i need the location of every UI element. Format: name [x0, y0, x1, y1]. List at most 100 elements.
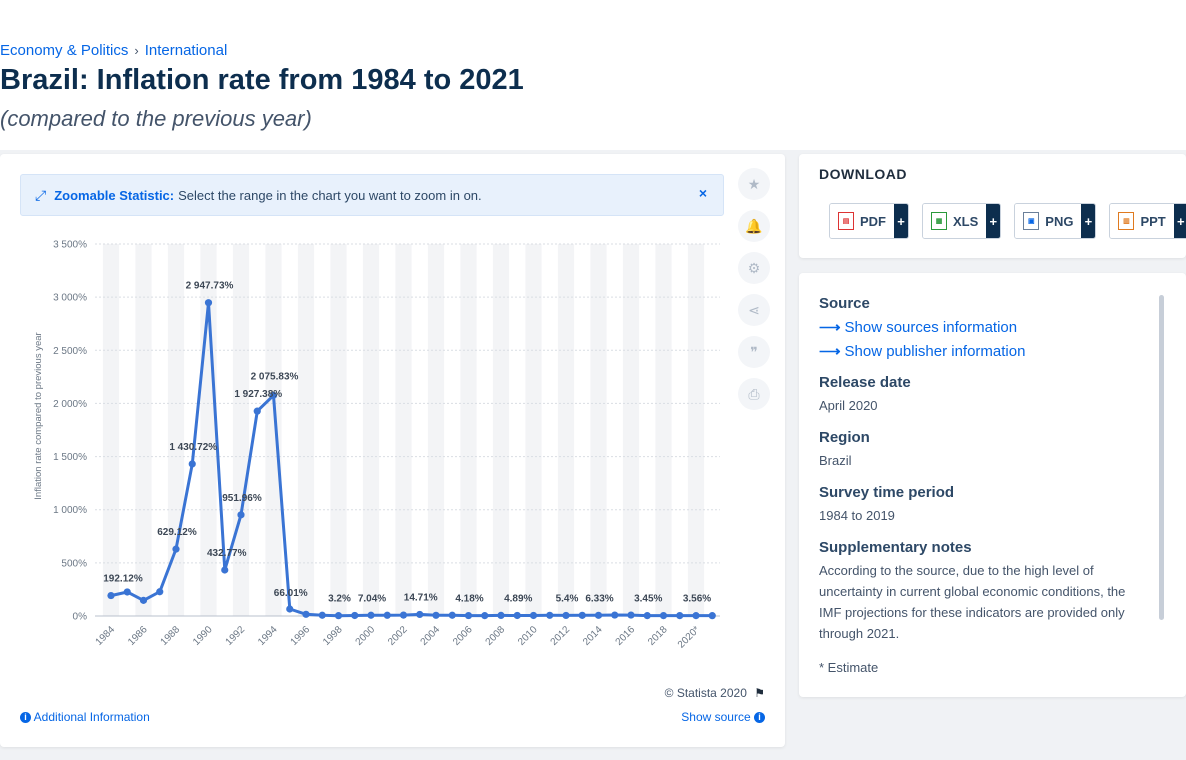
copyright-notice: © Statista 2020 ⚑ [665, 686, 765, 700]
x-tick-label: 2000 [354, 624, 378, 648]
release-date-title: Release date [819, 374, 1149, 391]
data-point [221, 566, 228, 573]
data-label: 7.04% [358, 593, 386, 604]
data-point [481, 612, 488, 619]
download-xls-button[interactable]: ▦ XLS + [922, 203, 1001, 239]
data-point [514, 612, 521, 619]
data-point [497, 612, 504, 619]
data-point [627, 611, 634, 618]
x-tick-label: 2020* [676, 624, 702, 650]
data-label: 192.12% [103, 574, 143, 585]
details-scroll-area[interactable]: Source ⟶ Show sources information ⟶ Show p… [819, 295, 1149, 680]
pdf-icon: ▤ [838, 212, 854, 230]
arrow-right-icon: ⟶ [819, 343, 841, 360]
download-ppt-button[interactable]: ▥ PPT + [1109, 203, 1186, 239]
show-source-link[interactable]: Show source i [681, 710, 765, 724]
arrow-right-icon: ⟶ [819, 319, 841, 336]
data-label: 432.77% [207, 548, 247, 559]
favorite-button[interactable]: ★ [738, 168, 770, 200]
plot-band [525, 244, 541, 616]
plot-band [590, 244, 606, 616]
data-label: 66.01% [274, 588, 308, 599]
plot-band [298, 244, 314, 616]
data-point [156, 588, 163, 595]
print-button[interactable]: ⎙ [738, 378, 770, 410]
data-point [709, 612, 716, 619]
data-label: 1 927.38% [234, 389, 282, 400]
x-tick-label: 2016 [614, 624, 638, 648]
download-pdf-button[interactable]: ▤ PDF + [829, 203, 909, 239]
plot-band [655, 244, 671, 616]
data-point [432, 612, 439, 619]
download-png-button[interactable]: ▣ PNG + [1014, 203, 1096, 239]
x-tick-label: 2004 [419, 624, 443, 648]
settings-button[interactable]: ⚙ [738, 252, 770, 284]
additional-info-label: Additional Information [34, 710, 150, 724]
region-value: Brazil [819, 450, 1149, 471]
download-card: DOWNLOAD ▤ PDF + ▦ XLS + ▣ PNG + ▥ PPT + [799, 154, 1186, 258]
show-sources-link[interactable]: ⟶ Show sources information [819, 316, 1149, 340]
y-tick-label: 3 000% [53, 293, 87, 304]
share-button[interactable]: ⋖ [738, 294, 770, 326]
plus-icon[interactable]: + [894, 204, 908, 238]
plus-icon[interactable]: + [1081, 204, 1095, 238]
data-point [189, 460, 196, 467]
data-point [335, 612, 342, 619]
xls-icon: ▦ [931, 212, 947, 230]
data-point [530, 612, 537, 619]
page-header: Economy & Politics › International Brazil:… [0, 0, 1186, 150]
show-publisher-link[interactable]: ⟶ Show publisher information [819, 340, 1149, 364]
x-tick-label: 2012 [549, 624, 573, 648]
bell-icon: 🔔 [745, 218, 762, 235]
survey-period-value: 1984 to 2019 [819, 505, 1149, 526]
estimate-note: * Estimate [819, 657, 1149, 678]
data-point [562, 612, 569, 619]
data-label: 2 075.83% [251, 371, 299, 382]
data-point [546, 612, 553, 619]
x-tick-label: 1988 [159, 624, 183, 648]
data-point [644, 612, 651, 619]
plot-band [135, 244, 151, 616]
star-icon: ★ [748, 176, 761, 193]
y-tick-label: 1 000% [53, 505, 87, 516]
data-point [579, 612, 586, 619]
data-point [319, 612, 326, 619]
data-point [611, 611, 618, 618]
x-tick-label: 2010 [516, 624, 540, 648]
x-tick-label: 1996 [289, 624, 313, 648]
statistic-details-card: Source ⟶ Show sources information ⟶ Show p… [799, 273, 1186, 697]
supplementary-notes-value: According to the source, due to the high… [819, 560, 1149, 644]
plot-band [395, 244, 411, 616]
data-label: 3.45% [634, 594, 662, 605]
plot-band [688, 244, 704, 616]
x-tick-label: 1994 [256, 624, 280, 648]
breadcrumb-item-international[interactable]: International [145, 42, 228, 59]
show-sources-label: Show sources information [845, 319, 1018, 336]
release-date-value: April 2020 [819, 395, 1149, 416]
copyright-text: © Statista 2020 [665, 686, 747, 700]
data-point [302, 611, 309, 618]
flag-icon[interactable]: ⚑ [754, 686, 765, 700]
plot-band [265, 244, 281, 616]
plot-band [330, 244, 346, 616]
y-tick-label: 1 500% [53, 452, 87, 463]
notification-button[interactable]: 🔔 [738, 210, 770, 242]
chart-card: ⤢ Zoomable Statistic: Select the range i… [0, 154, 785, 747]
breadcrumb-item-economy[interactable]: Economy & Politics [0, 42, 128, 59]
x-tick-label: 1990 [191, 624, 215, 648]
plus-icon[interactable]: + [1174, 204, 1186, 238]
supplementary-notes-title: Supplementary notes [819, 539, 1149, 556]
plot-band [428, 244, 444, 616]
inflation-line-chart[interactable]: 0% 500% 1 000% 1 500% 2 000% 2 500% 3 000% 3 50… [0, 154, 785, 674]
plus-icon[interactable]: + [986, 204, 1000, 238]
additional-info-link[interactable]: i Additional Information [20, 710, 150, 724]
data-label: 4.89% [504, 593, 532, 604]
download-buttons: ▤ PDF + ▦ XLS + ▣ PNG + ▥ PPT + [829, 203, 1186, 239]
details-scrollbar[interactable] [1159, 295, 1164, 620]
data-point [676, 612, 683, 619]
data-point [660, 612, 667, 619]
plot-band [460, 244, 476, 616]
x-tick-label: 2002 [386, 624, 410, 648]
cite-button[interactable]: ❞ [738, 336, 770, 368]
x-tick-label: 1984 [94, 624, 118, 648]
